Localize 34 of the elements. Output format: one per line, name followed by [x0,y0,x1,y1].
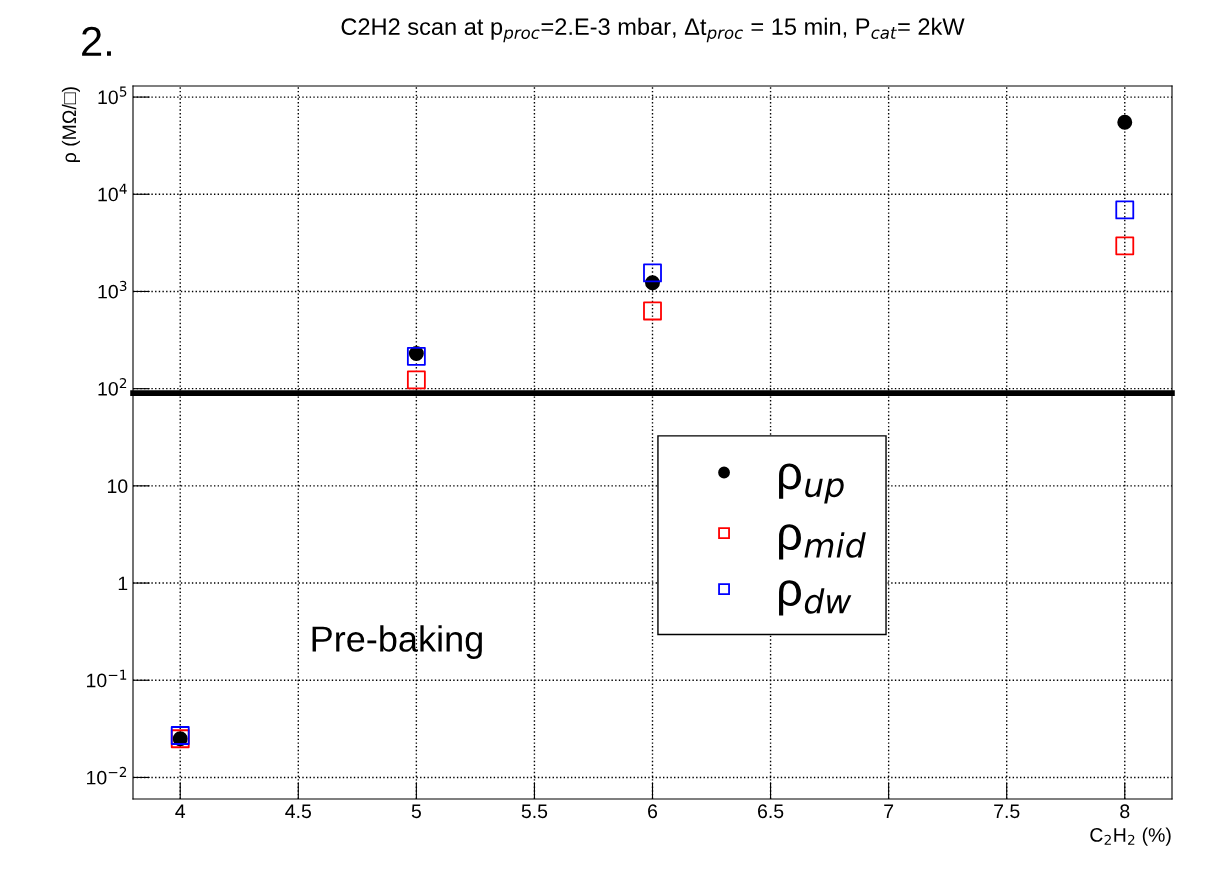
y-tick-label: 10$^{3}$ [98,280,127,299]
y-tick-label: 10 [108,479,128,494]
y-tick-label: 10$^{4}$ [98,183,127,202]
point [406,370,426,390]
x-tick-label: 5 [411,804,421,819]
x-tick-label: 5.5 [521,804,548,819]
point [643,301,662,321]
y-tick-label: 10$^{5}$ [98,86,127,105]
chart-title: C2H2 scan at p$_{proc}$=2.E-3 mbar, Δt$_{proc}$ = 15 min, P$_{cat}$= 2kW [341,17,965,43]
legend-label: ρ$_{up}$ [779,463,844,504]
point [643,263,662,283]
point [1117,114,1133,130]
point [406,346,426,366]
x-tick-label: 8 [1120,804,1130,819]
point [645,275,660,291]
point [1115,200,1135,220]
x-tick-label: 7 [884,804,894,818]
legend-label: ρ$_{dw}$ [779,580,852,616]
y-tick-label: 10$^{−1}$ [87,669,127,688]
x-tick-label: 4 [175,804,186,818]
y-axis-title: ρ (MΩ/□) [61,87,80,163]
text: 2. [82,26,111,56]
y-tick-label: 10$^{2}$ [98,378,127,396]
point [1115,236,1135,256]
x-axis-title: C$_{2}$H$_{2}$ (%) [1090,827,1171,846]
point [408,346,424,361]
y-tick-label: 1 [118,576,128,591]
legend-label: ρ$_{mid}$ [779,524,866,560]
x-tick-label: 6 [648,804,658,819]
x-tick-label: 6.5 [758,804,784,819]
x-tick-label: 7.5 [994,804,1020,819]
annotation: Pre-baking [312,625,482,659]
y-tick-label: 10$^{−2}$ [87,766,127,785]
x-tick-label: 4.5 [285,804,311,819]
